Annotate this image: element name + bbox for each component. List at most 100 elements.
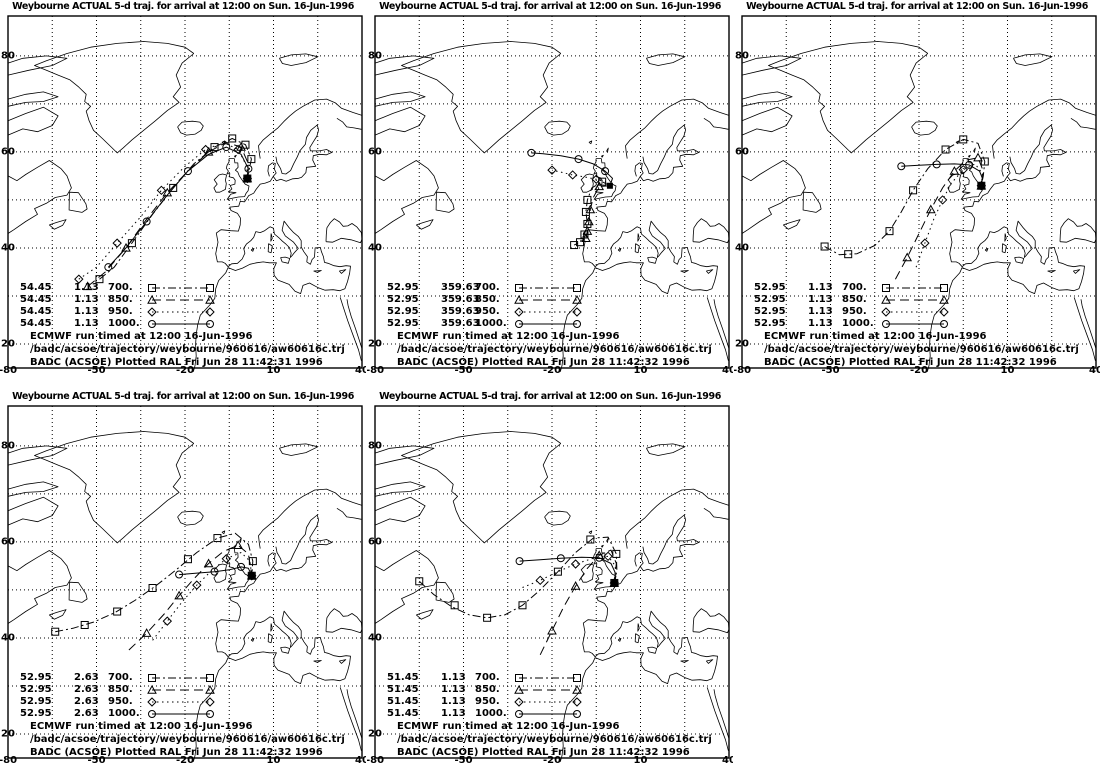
- coastline: [639, 514, 700, 572]
- plot-border: [741, 15, 1097, 369]
- coastline: [374, 445, 435, 466]
- triangle-marker-icon: [514, 684, 524, 694]
- x-tick-label: 40: [355, 755, 366, 766]
- y-tick-label: 20: [368, 728, 382, 740]
- arrival-cluster: [978, 182, 985, 189]
- legend-pressure-level: 700.: [475, 672, 500, 683]
- legend-arrival-lat: 54.45: [20, 318, 52, 329]
- coastline: [705, 269, 714, 274]
- y-tick-label: 40: [1, 242, 15, 254]
- coastline: [706, 687, 729, 751]
- footer-file-path: /badc/acsoe/trajectory/weybourne/960616/…: [397, 734, 712, 745]
- arrival-cluster: [248, 572, 255, 579]
- trajectory-1000: [901, 163, 983, 186]
- diamond-marker-icon: [881, 307, 891, 317]
- coastline: [646, 443, 686, 456]
- trajectory-map-panel: Weybourne ACTUAL 5-d traj. for arrival a…: [0, 390, 366, 780]
- coastline: [177, 120, 204, 136]
- circle-marker-icon: [515, 557, 524, 566]
- circle-marker-icon: [573, 710, 581, 718]
- circle-marker-icon: [556, 554, 565, 563]
- circle-marker-icon: [965, 160, 974, 169]
- plot-border: [374, 15, 730, 369]
- coastline: [637, 233, 640, 242]
- diamond-marker-icon: [591, 174, 601, 184]
- legend-arrival-lat: 54.45: [20, 294, 52, 305]
- legend-arrival-lon: 359.63: [441, 294, 480, 305]
- trajectory-1000: [179, 566, 253, 577]
- coastline: [680, 270, 689, 273]
- triangle-marker-icon: [582, 226, 593, 235]
- legend-samples: [514, 284, 582, 328]
- coastline: [741, 55, 802, 76]
- square-marker-icon: [820, 242, 829, 251]
- y-tick-label: 80: [735, 50, 749, 62]
- legend-arrival-lon: 1.13: [808, 318, 833, 329]
- circle-marker-icon: [573, 320, 581, 328]
- square-marker-icon: [51, 627, 60, 636]
- coastline: [34, 41, 195, 154]
- x-tick-label: -80: [734, 365, 752, 376]
- legend-arrival-lon: 2.63: [74, 696, 99, 707]
- coastline: [1006, 124, 1067, 182]
- coastline: [336, 117, 362, 130]
- legend-arrival-lat: 52.95: [754, 282, 786, 293]
- coastline: [213, 563, 227, 583]
- trajectory-950: [152, 552, 253, 641]
- y-tick-label: 80: [368, 50, 382, 62]
- triangle-marker-icon: [949, 166, 960, 175]
- footer-file-path: /badc/acsoe/trajectory/weybourne/960616/…: [30, 734, 345, 745]
- coastline: [947, 173, 961, 193]
- legend-arrival-lon: 1.13: [441, 684, 466, 695]
- y-tick-label: 40: [368, 632, 382, 644]
- diamond-marker-icon: [572, 307, 582, 317]
- legend-arrival-lat: 52.95: [387, 306, 419, 317]
- coastline: [588, 530, 593, 535]
- square-marker-icon: [980, 157, 989, 166]
- circle-marker-icon: [527, 148, 536, 157]
- coastline: [7, 550, 72, 624]
- square-marker-icon: [885, 227, 894, 236]
- square-marker-icon: [213, 534, 222, 543]
- coastline: [647, 256, 658, 264]
- coastline: [280, 646, 291, 654]
- coastline: [374, 481, 426, 497]
- coastline: [267, 552, 277, 567]
- trajectory-map-panel: Weybourne ACTUAL 5-d traj. for arrival a…: [734, 0, 1100, 390]
- trajectory-950: [915, 163, 983, 268]
- y-tick-label: 20: [1, 728, 15, 740]
- square-marker-icon: [95, 275, 104, 284]
- diamond-marker-icon: [572, 697, 582, 707]
- legend-arrival-lon: 1.13: [441, 708, 466, 719]
- x-tick-label: 10: [266, 755, 281, 766]
- footer-plot-credit: BADC (ACSOE) Plotted RAL Fri Jun 28 11:4…: [764, 357, 1057, 368]
- panel-title: Weybourne ACTUAL 5-d traj. for arrival a…: [379, 1, 721, 12]
- square-marker-icon: [941, 145, 950, 154]
- diamond-marker-icon: [939, 307, 949, 317]
- legend-pressure-level: 700.: [475, 282, 500, 293]
- coastline: [325, 608, 363, 634]
- circle-marker-icon: [601, 167, 610, 176]
- coastline: [973, 147, 976, 153]
- trajectory-map-panel: Weybourne ACTUAL 5-d traj. for arrival a…: [0, 0, 366, 390]
- circle-marker-icon: [104, 263, 113, 272]
- y-tick-label: 60: [368, 536, 382, 548]
- coastline: [49, 219, 67, 230]
- x-tick-label: 10: [633, 755, 648, 766]
- coastline: [984, 248, 989, 252]
- arrival-cluster: [244, 175, 251, 182]
- y-tick-label: 80: [368, 440, 382, 452]
- legend-pressure-level: 700.: [108, 282, 133, 293]
- trajectories: [415, 535, 621, 656]
- coastline: [416, 609, 434, 620]
- x-tick-label: 40: [722, 365, 733, 376]
- diamond-marker-icon: [514, 697, 524, 707]
- circle-marker-icon: [148, 710, 156, 718]
- map-plot: [374, 15, 730, 372]
- triangle-marker-icon: [902, 252, 913, 262]
- triangle-marker-icon: [585, 204, 596, 214]
- x-tick-label: 40: [722, 755, 733, 766]
- coastline: [768, 41, 929, 154]
- coastline: [416, 219, 434, 230]
